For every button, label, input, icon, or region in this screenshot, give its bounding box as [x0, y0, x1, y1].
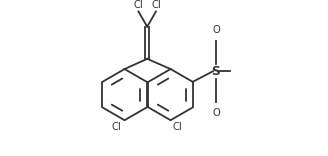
Text: S: S [212, 65, 220, 78]
Text: Cl: Cl [112, 122, 122, 132]
Text: Cl: Cl [133, 0, 143, 10]
Text: O: O [212, 108, 220, 118]
Text: O: O [212, 25, 220, 35]
Text: Cl: Cl [172, 122, 182, 132]
Text: Cl: Cl [151, 0, 161, 10]
